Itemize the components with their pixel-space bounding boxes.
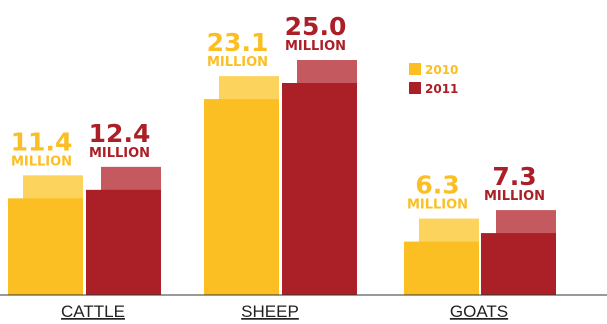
bar-goats-2010 [404, 241, 479, 295]
legend-label-2011: 2011 [425, 82, 458, 96]
value-label-sheep-2011: 25.0 [285, 12, 347, 41]
bar-highlight-goats-2010 [419, 218, 479, 244]
bar-highlight-cattle-2011 [101, 166, 161, 192]
bar-highlight-sheep-2010 [219, 76, 279, 102]
value-label-cattle-2011: 12.4 [89, 119, 151, 148]
unit-label-goats-2010: MILLION [407, 198, 468, 213]
unit-label-sheep-2010: MILLION [207, 55, 268, 70]
unit-label-goats-2011: MILLION [484, 189, 545, 204]
category-label-cattle: CATTLE [61, 302, 125, 321]
value-label-goats-2010: 6.3 [415, 171, 459, 200]
value-label-goats-2011: 7.3 [492, 162, 536, 191]
bar-goats-2011 [481, 233, 556, 295]
bar-cattle-2010 [8, 198, 83, 295]
bar-sheep-2011 [282, 83, 357, 295]
bars-group [8, 60, 556, 295]
legend: 2010 2011 [409, 63, 458, 96]
unit-label-cattle-2010: MILLION [11, 154, 72, 169]
unit-label-cattle-2011: MILLION [89, 146, 150, 161]
bar-sheep-2010 [204, 99, 279, 295]
value-label-cattle-2010: 11.4 [11, 127, 73, 156]
bar-highlight-cattle-2010 [23, 175, 83, 201]
bar-highlight-goats-2011 [496, 210, 556, 236]
data-labels-group: 11.4MILLION12.4MILLION23.1MILLION25.0MIL… [11, 12, 545, 213]
legend-label-2010: 2010 [425, 63, 458, 77]
bar-highlight-sheep-2011 [297, 60, 357, 85]
category-label-goats: GOATS [450, 302, 508, 321]
value-label-sheep-2010: 23.1 [207, 28, 269, 57]
unit-label-sheep-2011: MILLION [285, 39, 346, 54]
bar-cattle-2011 [86, 189, 161, 295]
legend-swatch-2011 [409, 82, 421, 94]
legend-swatch-2010 [409, 63, 421, 75]
x-axis-category-labels: CATTLE SHEEP GOATS [61, 302, 508, 321]
category-label-sheep: SHEEP [241, 302, 299, 321]
